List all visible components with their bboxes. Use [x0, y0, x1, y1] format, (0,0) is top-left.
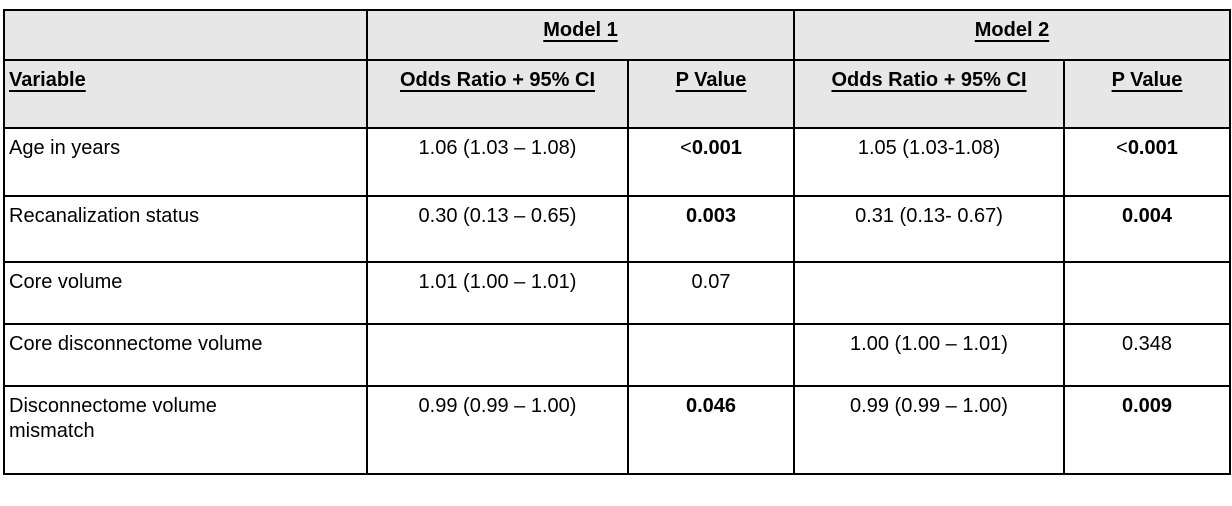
table-row: Core disconnectome volume 1.00 (1.00 – 1.…: [3, 323, 1231, 387]
model1-odds-ratio-cell: 1.06 (1.03 – 1.08): [366, 127, 629, 197]
column-header-variable-label: Variable: [9, 69, 86, 91]
column-header-model2-odds-ratio-label: Odds Ratio + 95% CI: [831, 69, 1027, 91]
group-header-model-2-label: Model 2: [974, 19, 1050, 41]
variable-cell: Core volume: [3, 261, 368, 325]
model2-p-value-cell: 0.004: [1063, 195, 1231, 263]
model1-odds-ratio-cell: [366, 323, 629, 387]
column-header-variable: Variable: [3, 59, 368, 129]
variable-cell: Disconnectome volume mismatch: [3, 385, 368, 475]
group-header-row: Model 1 Model 2: [3, 9, 1231, 61]
model1-p-value-cell: 0.003: [627, 195, 795, 263]
table-body: Age in years 1.06 (1.03 – 1.08) <0.001 1.05…: [3, 127, 1231, 475]
group-header-model-1: Model 1: [366, 9, 795, 61]
variable-cell: Recanalization status: [3, 195, 368, 263]
group-header-model-2: Model 2: [793, 9, 1231, 61]
column-header-model1-odds-ratio: Odds Ratio + 95% CI: [366, 59, 629, 129]
variable-cell: Age in years: [3, 127, 368, 197]
corner-header-cell: [3, 9, 368, 61]
column-header-row: Variable Odds Ratio + 95% CI P Value Odd…: [3, 59, 1231, 129]
column-header-model1-p-value: P Value: [627, 59, 795, 129]
table-row: Core volume 1.01 (1.00 – 1.01) 0.07: [3, 261, 1231, 325]
model1-p-value-cell: <0.001: [627, 127, 795, 197]
model2-p-value-cell: 0.009: [1063, 385, 1231, 475]
model1-p-value-cell: 0.046: [627, 385, 795, 475]
model2-odds-ratio-cell: [793, 261, 1065, 325]
column-header-model1-odds-ratio-label: Odds Ratio + 95% CI: [399, 69, 596, 91]
model2-odds-ratio-cell: 1.00 (1.00 – 1.01): [793, 323, 1065, 387]
model1-odds-ratio-cell: 0.99 (0.99 – 1.00): [366, 385, 629, 475]
regression-results-table: Model 1 Model 2 Variable Odds Ratio + 95…: [3, 9, 1231, 475]
p-value-text: 0.001: [691, 137, 742, 159]
table-header: Model 1 Model 2 Variable Odds Ratio + 95…: [3, 9, 1231, 129]
less-than-sign: <: [1116, 137, 1128, 159]
model2-p-value-cell: <0.001: [1063, 127, 1231, 197]
group-header-model-1-label: Model 1: [543, 19, 618, 41]
column-header-model2-p-value-label: P Value: [1111, 69, 1183, 91]
model2-odds-ratio-cell: 1.05 (1.03-1.08): [793, 127, 1065, 197]
model2-odds-ratio-cell: 0.31 (0.13- 0.67): [793, 195, 1065, 263]
table-row: Recanalization status 0.30 (0.13 – 0.65) 0…: [3, 195, 1231, 263]
model2-p-value-cell: 0.348: [1063, 323, 1231, 387]
column-header-model2-odds-ratio: Odds Ratio + 95% CI: [793, 59, 1065, 129]
model1-p-value-cell: 0.07: [627, 261, 795, 325]
column-header-model2-p-value: P Value: [1063, 59, 1231, 129]
p-value-text: 0.001: [1127, 137, 1178, 159]
less-than-sign: <: [680, 137, 692, 159]
model1-odds-ratio-cell: 0.30 (0.13 – 0.65): [366, 195, 629, 263]
model2-odds-ratio-cell: 0.99 (0.99 – 1.00): [793, 385, 1065, 475]
model1-p-value-cell: [627, 323, 795, 387]
column-header-model1-p-value-label: P Value: [675, 69, 747, 91]
model1-odds-ratio-cell: 1.01 (1.00 – 1.01): [366, 261, 629, 325]
variable-cell: Core disconnectome volume: [3, 323, 368, 387]
regression-results-table-wrap: Model 1 Model 2 Variable Odds Ratio + 95…: [3, 9, 1231, 475]
table-row: Disconnectome volume mismatch 0.99 (0.99 …: [3, 385, 1231, 475]
table-row: Age in years 1.06 (1.03 – 1.08) <0.001 1.05…: [3, 127, 1231, 197]
model2-p-value-cell: [1063, 261, 1231, 325]
